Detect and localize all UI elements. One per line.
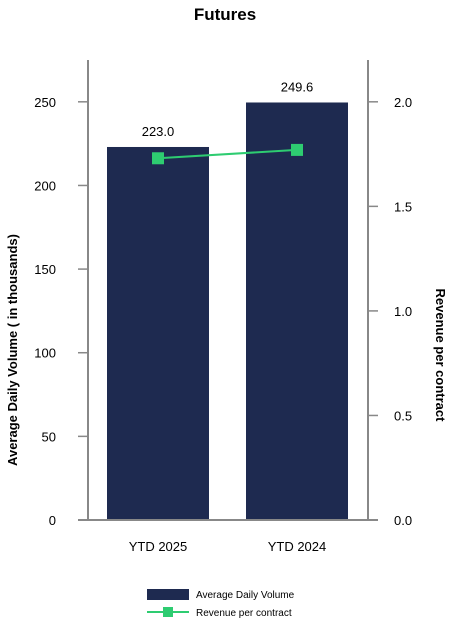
legend-swatch-marker: [163, 607, 173, 617]
revenue-point-1: [152, 152, 164, 165]
legend: Average Daily Volume Revenue per contrac…: [147, 589, 295, 619]
legend-label-bar: Average Daily Volume: [196, 590, 295, 601]
left-tick-label: 100: [34, 346, 56, 361]
bar-1: [107, 146, 209, 520]
left-tick-label: 200: [34, 178, 56, 193]
legend-label-line: Revenue per contract: [196, 608, 292, 619]
x-tick-label: YTD 2025: [129, 539, 188, 554]
y-axis-label-left: Average Daily Volume ( in thousands): [5, 234, 20, 466]
revenue-line: [157, 148, 298, 160]
x-ticks-group: YTD 2025 YTD 2024: [129, 539, 327, 554]
chart-title: Futures: [194, 5, 256, 24]
bars-group: [107, 102, 348, 520]
right-tick-label: 1.0: [394, 304, 412, 319]
right-tick-label: 2.0: [394, 95, 412, 110]
right-tick-label: 0.5: [394, 408, 412, 423]
left-tick-label: 250: [34, 95, 56, 110]
right-tick-label: 1.5: [394, 199, 412, 214]
revenue-point-2: [291, 143, 303, 156]
data-labels-group: 223.0 249.6: [142, 79, 314, 138]
y-axis-label-right: Revenue per contract: [433, 289, 448, 423]
bar-2: [246, 102, 348, 520]
left-tick-label: 0: [49, 513, 56, 528]
right-tick-label: 0.0: [394, 513, 412, 528]
left-tick-label: 50: [42, 429, 56, 444]
left-tick-label: 150: [34, 262, 56, 277]
data-label-2: 249.6: [281, 79, 314, 94]
left-ticks-group: 0 50 100 150 200 250: [34, 95, 88, 528]
right-ticks-group: 0.0 0.5 1.0 1.5 2.0: [368, 95, 412, 528]
data-label-1: 223.0: [142, 124, 175, 139]
line-series-group: [152, 143, 303, 165]
x-tick-label: YTD 2024: [268, 539, 327, 554]
legend-swatch-bar: [147, 589, 189, 600]
